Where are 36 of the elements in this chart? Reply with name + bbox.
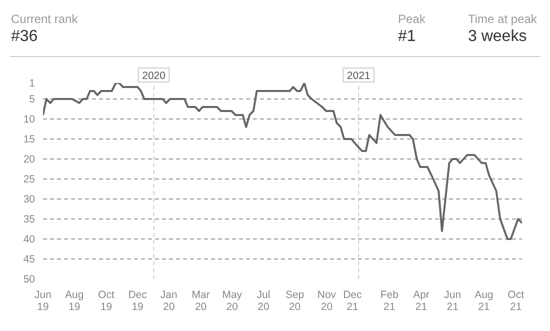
- y-tick-label: 30: [23, 194, 36, 206]
- y-tick-label: 15: [23, 134, 36, 146]
- x-tick-label: Nov 20: [317, 289, 337, 313]
- y-tick-label: 40: [23, 234, 36, 246]
- text: Time at peak: [468, 12, 537, 26]
- y-tick-label: 35: [23, 214, 36, 226]
- x-tick-label: Jan 20: [160, 289, 178, 313]
- x-tick-label: Jul 20: [256, 289, 270, 313]
- text: Current rank: [11, 12, 78, 26]
- y-tick-label: 10: [23, 114, 36, 126]
- x-tick-label: Jun 19: [34, 289, 52, 313]
- x-tick-label: Jun 21: [444, 289, 462, 313]
- text: Peak: [398, 12, 426, 26]
- y-tick-label: 25: [23, 174, 36, 186]
- y-tick-label: 20: [23, 154, 36, 166]
- x-tick-label: Aug 21: [474, 289, 494, 313]
- y-tick-label: 5: [29, 94, 36, 106]
- x-tick-label: May 20: [222, 289, 243, 313]
- text: #1: [398, 28, 416, 46]
- ref-line-label: 2020: [142, 70, 166, 82]
- text: #36: [11, 28, 38, 46]
- x-tick-label: Aug 19: [64, 289, 84, 313]
- y-tick-label: 50: [23, 274, 36, 286]
- x-tick-label: Sep 20: [285, 289, 304, 313]
- text: 3 weeks: [468, 28, 527, 46]
- line-series: [43, 83, 522, 240]
- x-tick-label: Oct 21: [508, 289, 524, 313]
- x-tick-label: Mar 20: [192, 289, 210, 313]
- x-tick-label: Dec 19: [128, 289, 147, 313]
- x-tick-label: Feb 21: [380, 289, 399, 313]
- ref-line-label: 2021: [346, 70, 370, 82]
- x-tick-label: Apr 21: [413, 289, 430, 313]
- y-tick-label: 45: [23, 254, 36, 266]
- x-tick-label: Oct 19: [98, 289, 114, 313]
- y-tick-label: 1: [29, 78, 36, 90]
- x-tick-label: Dec 21: [343, 289, 362, 313]
